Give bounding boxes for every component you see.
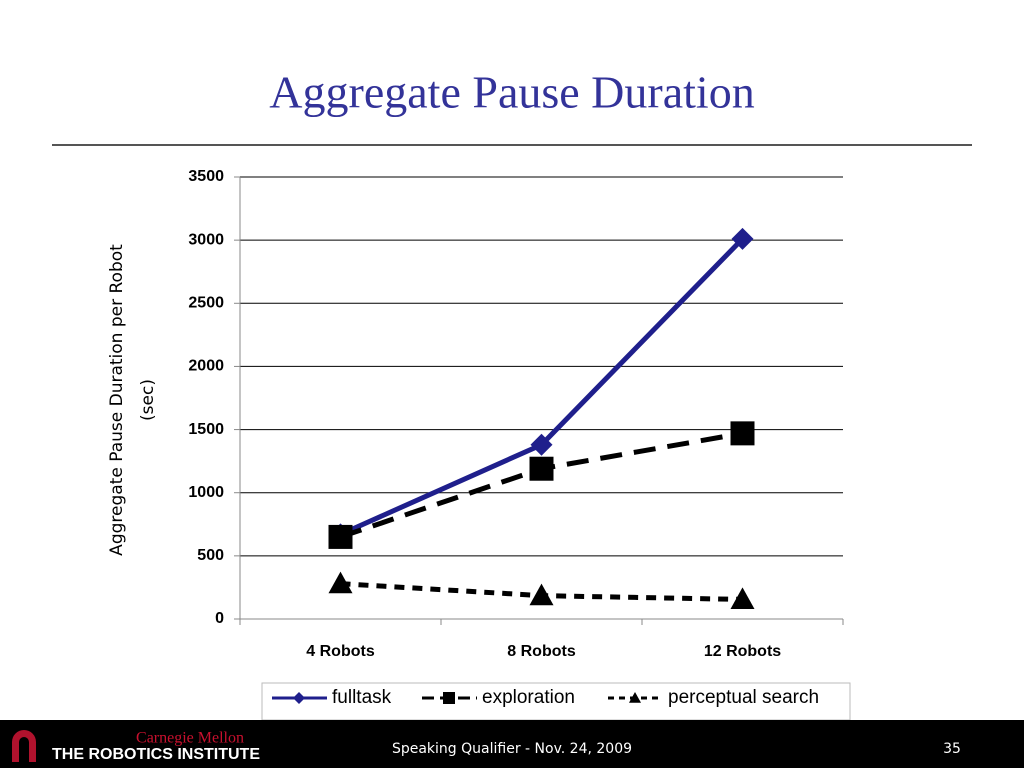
point: [730, 421, 755, 446]
x-tick-label: 4 Robots: [306, 643, 375, 660]
y-label-line: (sec): [138, 379, 158, 421]
point: [731, 227, 754, 250]
y-tick-label: 500: [197, 547, 224, 564]
legend-marker: [293, 692, 305, 704]
logo-top: Carnegie Mellon: [136, 730, 244, 747]
legend-label: fulltask: [332, 687, 392, 708]
legend-marker: [629, 692, 641, 703]
series-line: [339, 237, 745, 537]
y-tick-label: 0: [215, 610, 224, 627]
logo-bottom: THE ROBOTICS INSTITUTE: [52, 746, 260, 763]
point: [530, 433, 553, 456]
point: [529, 456, 554, 481]
y-axis-label: Aggregate Pause Duration per Robot (sec): [107, 244, 158, 556]
y-tick-label: 2500: [188, 295, 224, 312]
y-tick-label: 2000: [188, 358, 224, 375]
footer-bar: [0, 720, 1024, 768]
legend-marker: [443, 692, 455, 704]
footer-text: Speaking Qualifier - Nov. 24, 2009: [392, 741, 632, 757]
y-tick-label: 3000: [188, 231, 224, 248]
logo-mark: [12, 730, 36, 762]
point: [529, 583, 554, 606]
point: [328, 524, 353, 549]
point: [730, 587, 755, 610]
legend-label: perceptual search: [668, 687, 819, 708]
slide-title: Aggregate Pause Duration: [269, 67, 754, 118]
y-label-line: Aggregate Pause Duration per Robot: [107, 244, 127, 556]
legend-label: exploration: [482, 687, 575, 708]
page-number: 35: [943, 741, 961, 757]
y-tick-label: 3500: [188, 168, 224, 185]
x-tick-label: 12 Robots: [704, 643, 781, 660]
y-tick-label: 1500: [188, 421, 224, 438]
y-tick-label: 1000: [188, 484, 224, 501]
point: [328, 571, 353, 594]
x-tick-label: 8 Robots: [507, 643, 576, 660]
